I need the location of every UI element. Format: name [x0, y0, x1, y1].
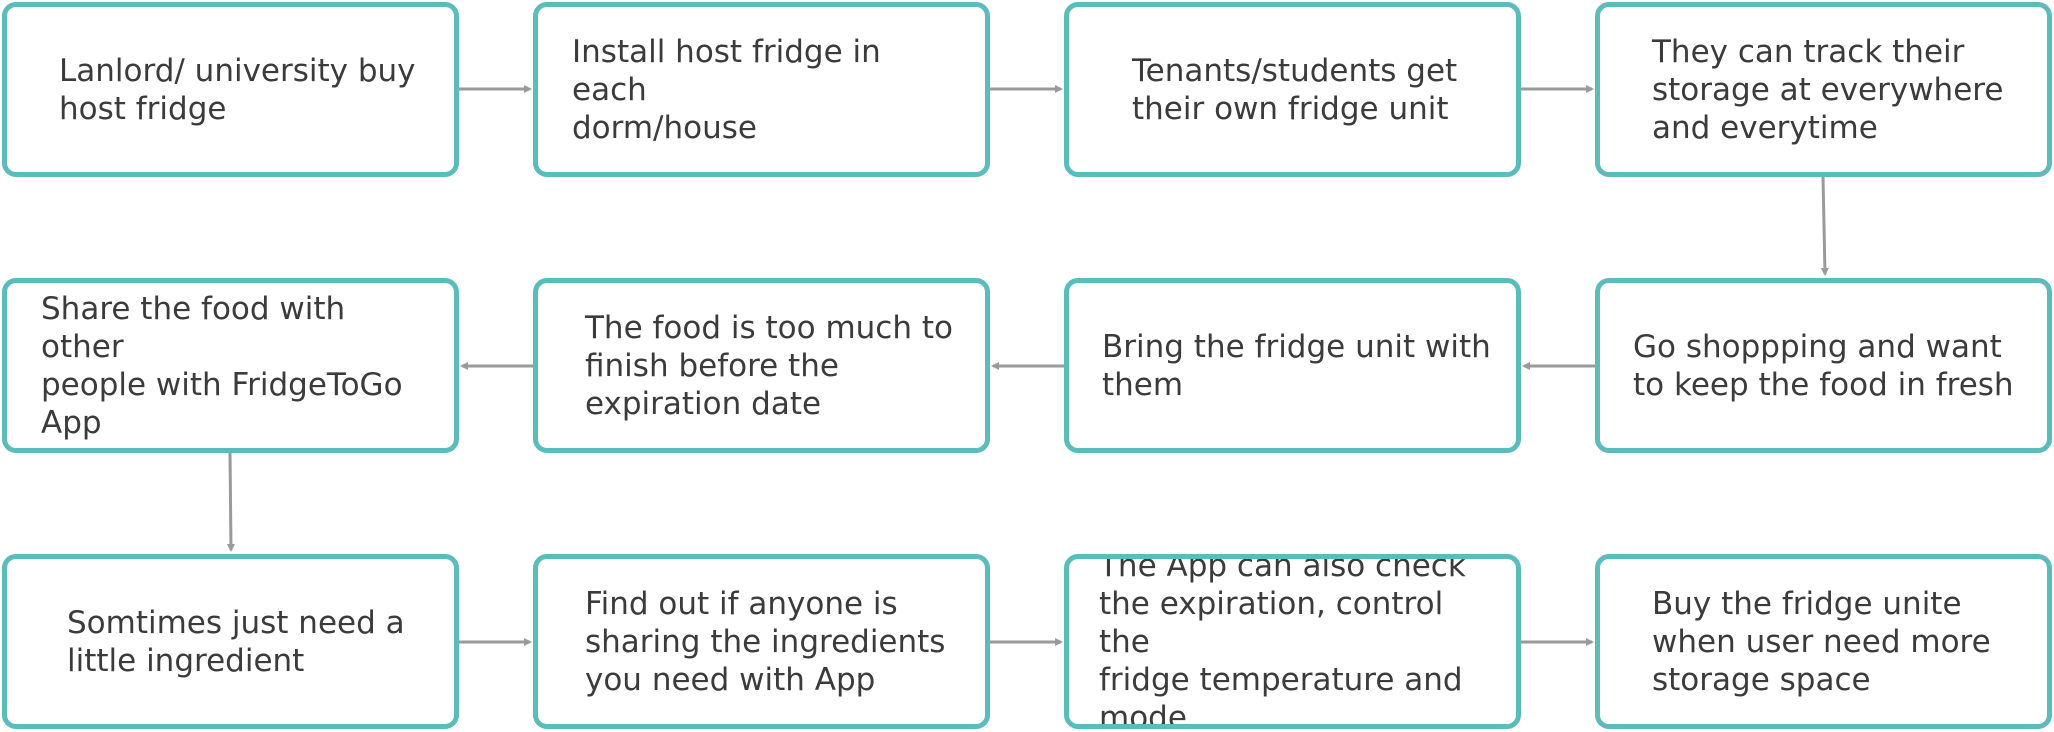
step-label: They can track their storage at everywhe… — [1652, 33, 2004, 146]
step-box-s5: Go shoppping and want to keep the food i… — [1595, 278, 2052, 453]
step-box-s2: Install host fridge in each dorm/house — [533, 2, 990, 177]
step-label: Buy the fridge unite when user need more… — [1652, 585, 1991, 698]
step-label: Lanlord/ university buy host fridge — [59, 52, 416, 127]
step-box-s11: The App can also check the expiration, c… — [1064, 554, 1521, 729]
step-label: The food is too much to finish before th… — [585, 309, 953, 422]
step-box-s4: They can track their storage at everywhe… — [1595, 2, 2052, 177]
connector-arrow — [226, 452, 235, 552]
step-box-s6: Bring the fridge unit with them — [1064, 278, 1521, 453]
step-box-s9: Somtimes just need a little ingredient — [2, 554, 459, 729]
step-label: Go shoppping and want to keep the food i… — [1633, 328, 2014, 403]
step-label: The App can also check the expiration, c… — [1099, 554, 1466, 729]
step-box-s8: Share the food with other people with Fr… — [2, 278, 459, 453]
step-box-s7: The food is too much to finish before th… — [533, 278, 990, 453]
step-box-s10: Find out if anyone is sharing the ingred… — [533, 554, 990, 729]
step-box-s1: Lanlord/ university buy host fridge — [2, 2, 459, 177]
step-label: Bring the fridge unit with them — [1102, 328, 1491, 403]
step-box-s12: Buy the fridge unite when user need more… — [1595, 554, 2052, 729]
step-label: Install host fridge in each dorm/house — [572, 33, 881, 146]
step-label: Somtimes just need a little ingredient — [67, 604, 405, 679]
step-label: Find out if anyone is sharing the ingred… — [585, 585, 946, 698]
step-label: Tenants/students get their own fridge un… — [1132, 52, 1458, 127]
step-box-s3: Tenants/students get their own fridge un… — [1064, 2, 1521, 177]
step-label: Share the food with other people with Fr… — [41, 290, 403, 441]
connector-arrow — [1820, 176, 1829, 276]
